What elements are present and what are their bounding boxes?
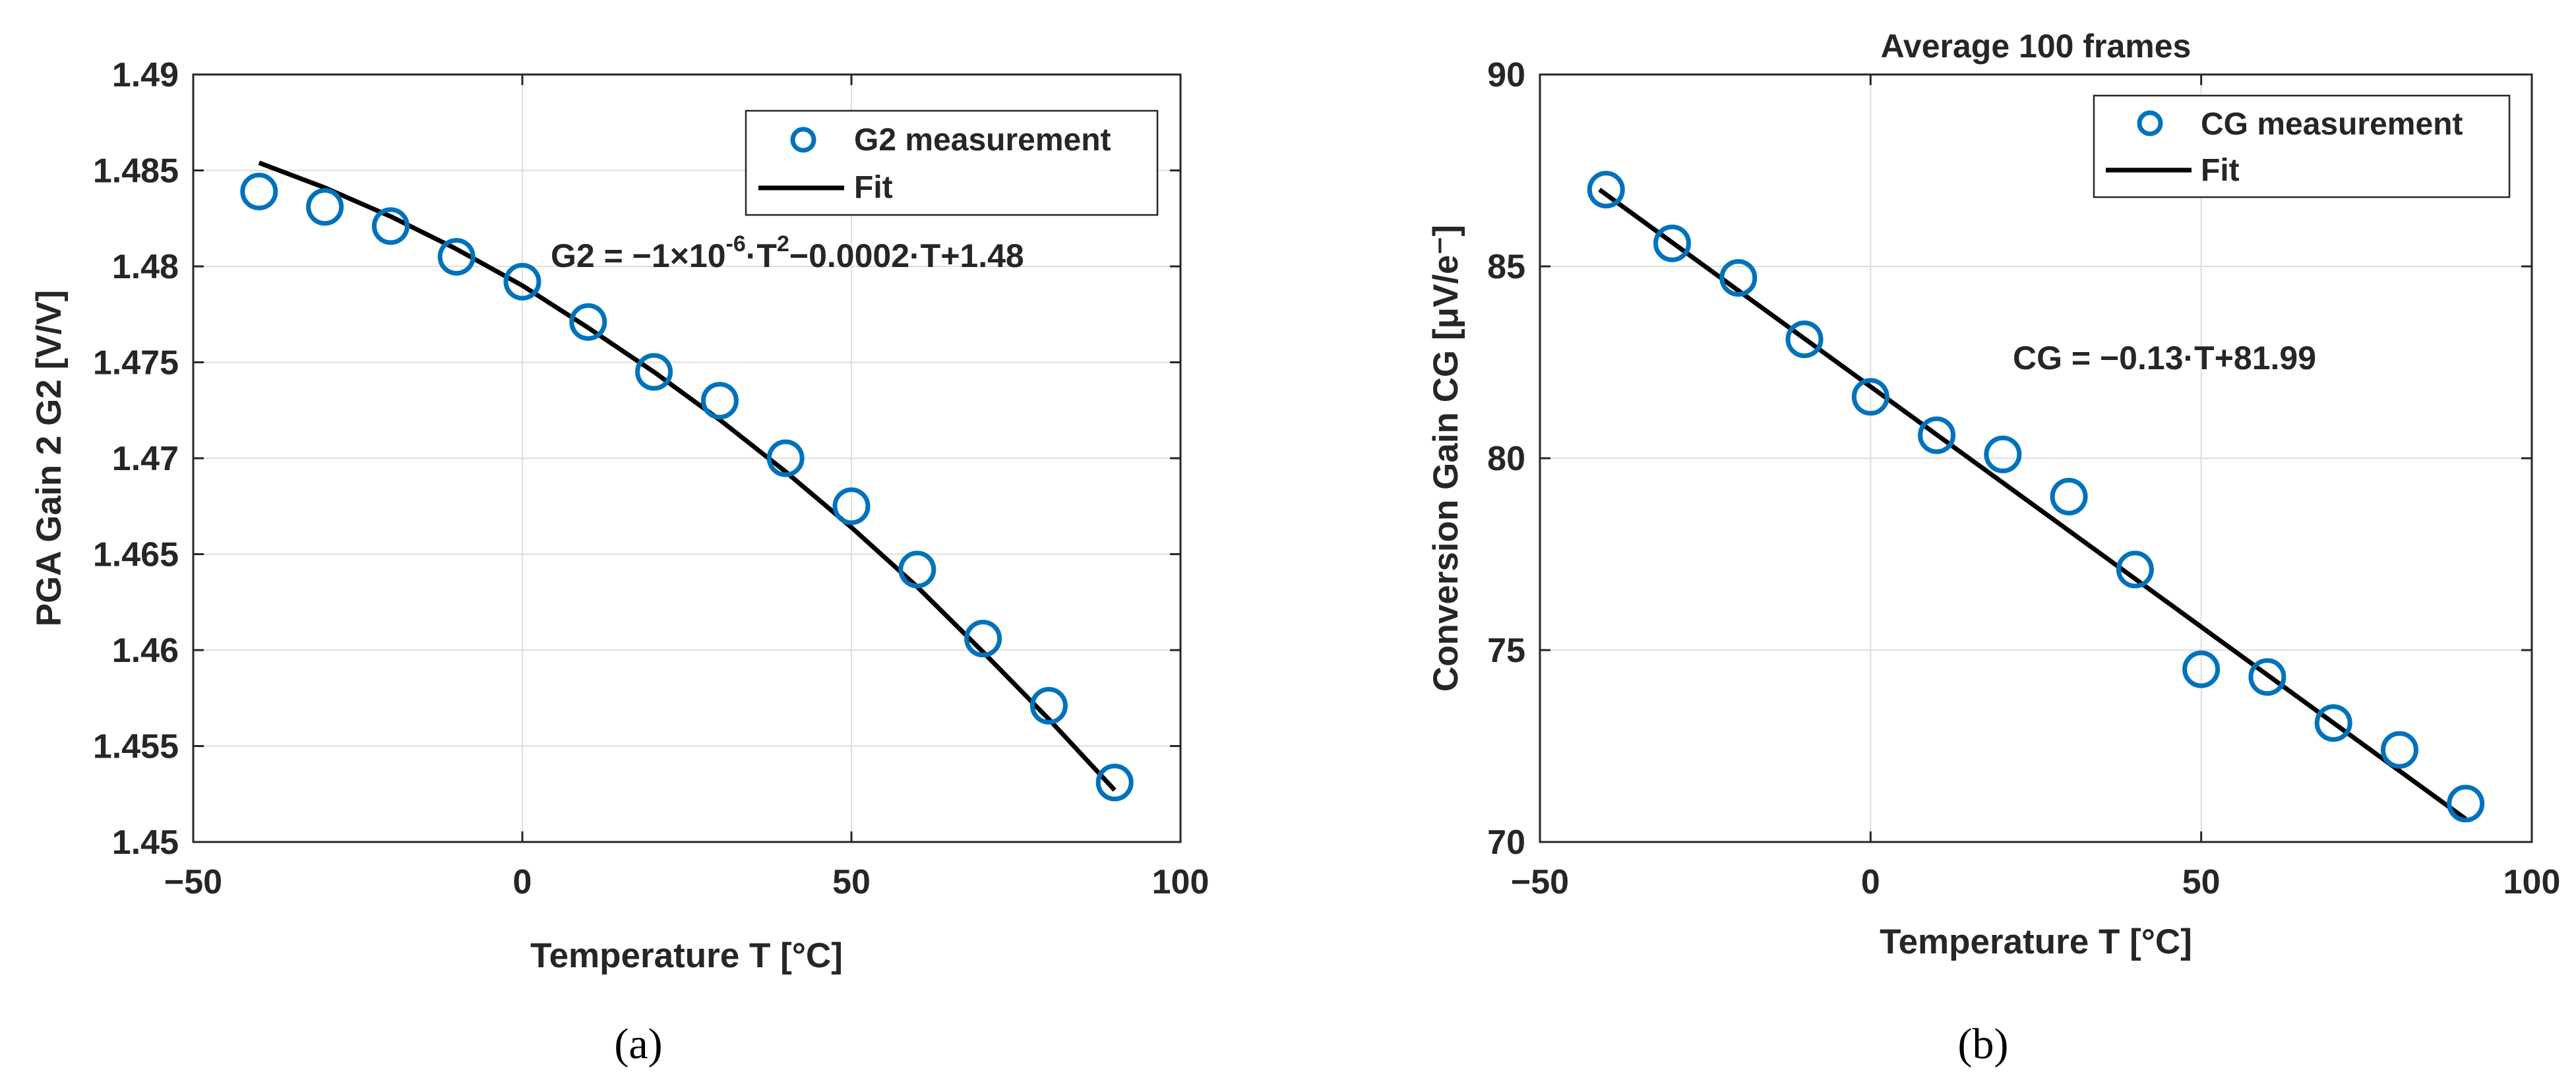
ticks-b: 70 75 80 85 90 −50 0 50 100 [1487, 56, 2560, 901]
x-tick-label: 50 [832, 863, 871, 901]
measurement-point [569, 303, 607, 341]
measurement-point [503, 262, 541, 301]
measurement-point [1851, 378, 1889, 416]
ticks-a: 1.45 1.455 1.46 1.465 1.47 1.475 1.48 1.485 1.49… [93, 56, 1210, 901]
markers-layer-b [1587, 171, 2485, 823]
y-tick-label: 1.46 [112, 632, 179, 670]
fit-equation-a-exp1: -6 [726, 231, 746, 256]
legend-label-fit-a: Fit [854, 170, 893, 205]
y-tick-label: 1.47 [112, 440, 179, 478]
measurement-point [2314, 704, 2352, 742]
y-tick-label: 70 [1487, 824, 1525, 862]
legend-a: G2 measurement Fit [745, 109, 1159, 216]
measurement-point [1785, 320, 1824, 359]
x-tick-label: 100 [1152, 863, 1210, 901]
measurement-point [2248, 658, 2286, 696]
y-tick-label: 1.485 [93, 152, 179, 191]
fit-equation-b: CG = −0.13·T+81.99 [2013, 340, 2316, 376]
y-tick-label: 85 [1487, 248, 1525, 286]
fit-equation-a-tail: −0.0002·T+1.48 [789, 237, 1024, 274]
fit-layer-a [258, 160, 1117, 792]
x-tick-label: −50 [1511, 863, 1569, 901]
x-tick-label: 100 [2503, 863, 2561, 901]
measurement-point [964, 620, 1002, 658]
fit-equation-a-mid: ·T [746, 237, 777, 274]
y-tick-label: 1.45 [112, 824, 179, 862]
measurement-point [2380, 731, 2418, 769]
x-tick-label: 50 [2182, 863, 2221, 901]
measurement-point [766, 439, 805, 477]
legend-b: CG measurement Fit [2093, 94, 2511, 198]
markers-layer-a [240, 173, 1134, 802]
fit-line [258, 160, 1117, 792]
legend-label-g2: G2 measurement [854, 123, 1111, 158]
legend-box-b [2093, 94, 2511, 198]
x-axis-label-a: Temperature T [°C] [530, 936, 843, 975]
measurement-point [240, 173, 278, 211]
fit-equation-a-exp2: 2 [777, 231, 789, 256]
chart-panel-a: 1.45 1.455 1.46 1.465 1.47 1.475 1.48 1.485 1.49… [30, 56, 1209, 975]
measurement-point [306, 188, 344, 226]
y-tick-label: 1.48 [112, 248, 179, 286]
y-tick-label: 90 [1487, 56, 1525, 94]
measurement-point [1029, 686, 1068, 725]
fit-equation-a: G2 = −1×10-6·T2−0.0002·T+1.48 [551, 231, 1024, 274]
y-axis-label-a: PGA Gain 2 G2 [V/V] [30, 290, 69, 627]
x-axis-label-b: Temperature T [°C] [1880, 922, 2192, 961]
y-axis-label-b: Conversion Gain CG [μV/e⁻] [1426, 225, 1465, 692]
y-tick-label: 1.49 [112, 56, 179, 94]
measurement-point [2116, 551, 2154, 589]
y-tick-label: 1.465 [93, 536, 179, 574]
measurement-point [2050, 477, 2088, 516]
measurement-point [832, 487, 871, 525]
y-tick-label: 1.455 [93, 728, 179, 766]
measurement-point [1095, 764, 1134, 802]
y-tick-label: 80 [1487, 440, 1525, 478]
legend-marker-g2 [790, 127, 816, 153]
caption-b-text: (b) [1958, 1020, 2009, 1068]
legend-label-fit-b: Fit [2201, 153, 2240, 188]
measurement-point [635, 353, 673, 391]
measurement-point [2447, 785, 2485, 823]
measurement-point [1918, 416, 1956, 454]
caption-a: (a) [614, 1020, 662, 1068]
measurement-point [700, 382, 739, 420]
measurement-point [898, 551, 936, 589]
x-tick-label: 0 [513, 863, 532, 901]
measurement-point [1984, 435, 2022, 473]
measurement-point [371, 207, 410, 245]
x-tick-label: −50 [164, 863, 222, 901]
chart-title-b: Average 100 frames [1881, 28, 2192, 65]
legend-box-a [745, 109, 1159, 216]
y-tick-label: 75 [1487, 632, 1525, 670]
caption-a-text: (a) [614, 1020, 662, 1068]
x-tick-label: 0 [1861, 863, 1880, 901]
legend-marker-cg [2137, 110, 2163, 136]
y-tick-label: 1.475 [93, 344, 179, 382]
chart-panel-b: Average 100 frames 70 75 80 85 90 −50 0 50 100 C… [1426, 28, 2560, 961]
measurement-point [1653, 224, 1692, 262]
caption-b: (b) [1958, 1020, 2009, 1068]
measurement-point [437, 237, 475, 276]
legend-label-cg: CG measurement [2201, 107, 2463, 142]
measurement-point [2182, 650, 2221, 688]
fit-equation-a-main: G2 = −1×10 [551, 237, 726, 274]
measurement-point [1587, 171, 1625, 209]
measurement-point [1719, 258, 1758, 297]
